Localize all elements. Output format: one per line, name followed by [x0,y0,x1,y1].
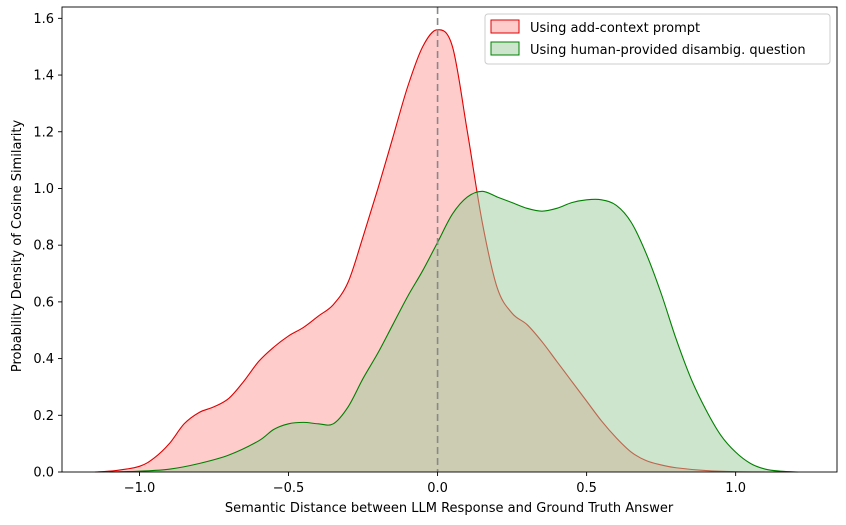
y-tick-label: 1.6 [33,12,54,27]
x-tick-label: 0.0 [427,481,448,496]
y-tick-label: 0.0 [33,466,54,481]
y-tick-label: 1.4 [33,69,54,84]
x-tick-label: 0.5 [576,481,597,496]
legend-swatch-human-disambig [490,41,520,56]
x-axis-label: Semantic Distance between LLM Response a… [225,501,674,516]
legend: Using add-context prompt Using human-pro… [484,13,831,65]
legend-frame [484,13,831,65]
y-tick-label: 0.2 [33,409,54,424]
x-tick-label: −0.5 [273,481,305,496]
plot-frame [61,6,838,473]
legend-label-add-context: Using add-context prompt [530,21,700,36]
legend-swatch-add-context [490,19,520,34]
y-tick-label: 0.4 [33,352,54,367]
x-tick-label: 1.0 [725,481,746,496]
density-line-human-disambig [109,190,799,473]
y-tick-label: 0.6 [33,295,54,310]
y-tick-label: 0.8 [33,239,54,254]
axes: −1.0 −0.5 0.0 0.5 1.0 0.0 0.2 0.4 0.6 0.8 1.0 1.2 1.… [33,6,838,496]
y-tick-label: 1.0 [33,182,54,197]
y-tick-label: 1.2 [33,125,54,140]
density-area-human-disambig [109,191,799,473]
y-axis-label: Probability Density of Cosine Similarity [10,120,25,373]
legend-label-human-disambig: Using human-provided disambig. question [530,43,806,58]
x-tick-label: −1.0 [124,481,156,496]
plot-area [94,7,799,473]
